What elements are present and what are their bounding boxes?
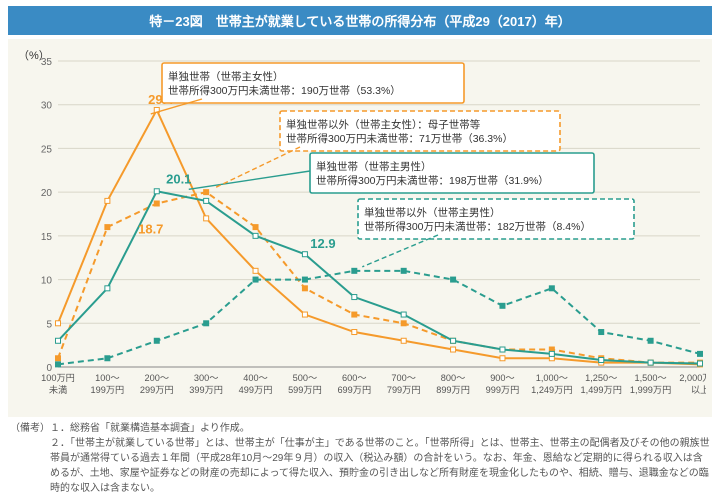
svg-text:世帯所得300万円未満世帯：198万世帯（31.9%）: 世帯所得300万円未満世帯：198万世帯（31.9%） (316, 174, 549, 187)
svg-text:799万円: 799万円 (387, 385, 421, 395)
svg-text:299万円: 299万円 (140, 385, 174, 395)
svg-text:1,999万円: 1,999万円 (630, 385, 671, 395)
svg-text:30: 30 (41, 101, 53, 112)
svg-text:単独世帯以外（世帯主男性）: 単独世帯以外（世帯主男性） (364, 206, 501, 219)
svg-text:699万円: 699万円 (337, 385, 371, 395)
notes-lead: （備考） (10, 421, 50, 436)
svg-text:499万円: 499万円 (239, 385, 273, 395)
svg-text:10: 10 (41, 276, 53, 287)
svg-text:12.9: 12.9 (310, 236, 335, 251)
svg-text:600～: 600～ (342, 373, 367, 383)
svg-text:1,499万円: 1,499万円 (581, 385, 622, 395)
svg-text:700～: 700～ (391, 373, 416, 383)
svg-text:以上: 以上 (691, 385, 706, 395)
svg-text:500～: 500～ (293, 373, 318, 383)
svg-text:1,249万円: 1,249万円 (531, 385, 572, 395)
svg-text:単独世帯（世帯主女性）: 単独世帯（世帯主女性） (168, 70, 284, 83)
svg-text:100～: 100～ (95, 373, 120, 383)
chart-area: （%）51015202530350100万円未満100～199万円200～299… (8, 39, 712, 417)
svg-text:単独世帯（世帯主男性）: 単独世帯（世帯主男性） (316, 160, 432, 173)
svg-text:199万円: 199万円 (91, 385, 125, 395)
chart-title: 特－23図 世帯主が就業している世帯の所得分布（平成29（2017）年） (8, 6, 712, 35)
svg-text:世帯所得300万円未満世帯：182万世帯（8.4%）: 世帯所得300万円未満世帯：182万世帯（8.4%） (364, 220, 591, 233)
svg-text:1,000～: 1,000～ (536, 373, 568, 383)
footnotes: （備考） １．総務省「就業構造基本調査」より作成。 （備考） ２．「世帯主が就業… (8, 421, 712, 496)
svg-text:300～: 300～ (194, 373, 219, 383)
svg-text:999万円: 999万円 (486, 385, 520, 395)
svg-text:900～: 900～ (490, 373, 515, 383)
svg-text:899万円: 899万円 (436, 385, 470, 395)
svg-text:1,250～: 1,250～ (585, 373, 617, 383)
svg-text:400～: 400～ (243, 373, 268, 383)
svg-text:未満: 未満 (49, 384, 67, 395)
svg-text:35: 35 (41, 57, 53, 68)
svg-text:世帯所得300万円未満世帯：71万世帯（36.3%）: 世帯所得300万円未満世帯：71万世帯（36.3%） (286, 132, 513, 145)
note-2: ２．「世帯主が就業している世帯」とは、世帯主が「仕事が主」である世帯のこと。「世… (50, 436, 710, 496)
svg-text:18.7: 18.7 (138, 222, 163, 237)
svg-text:世帯所得300万円未満世帯：190万世帯（53.3%）: 世帯所得300万円未満世帯：190万世帯（53.3%） (168, 84, 401, 97)
svg-text:100万円: 100万円 (41, 373, 75, 383)
svg-text:800～: 800～ (441, 373, 466, 383)
svg-text:20.1: 20.1 (166, 171, 191, 186)
svg-text:単独世帯以外（世帯主女性）：母子世帯等: 単独世帯以外（世帯主女性）：母子世帯等 (286, 118, 481, 131)
svg-text:1,500～: 1,500～ (635, 373, 667, 383)
svg-text:20: 20 (41, 188, 53, 199)
svg-text:399万円: 399万円 (189, 385, 223, 395)
note-1: １．総務省「就業構造基本調査」より作成。 (50, 421, 710, 436)
svg-text:599万円: 599万円 (288, 385, 322, 395)
svg-text:15: 15 (41, 232, 53, 243)
svg-text:2,000万円: 2,000万円 (679, 373, 706, 383)
svg-text:5: 5 (46, 319, 52, 330)
svg-text:25: 25 (41, 144, 53, 155)
svg-text:200～: 200～ (145, 373, 170, 383)
